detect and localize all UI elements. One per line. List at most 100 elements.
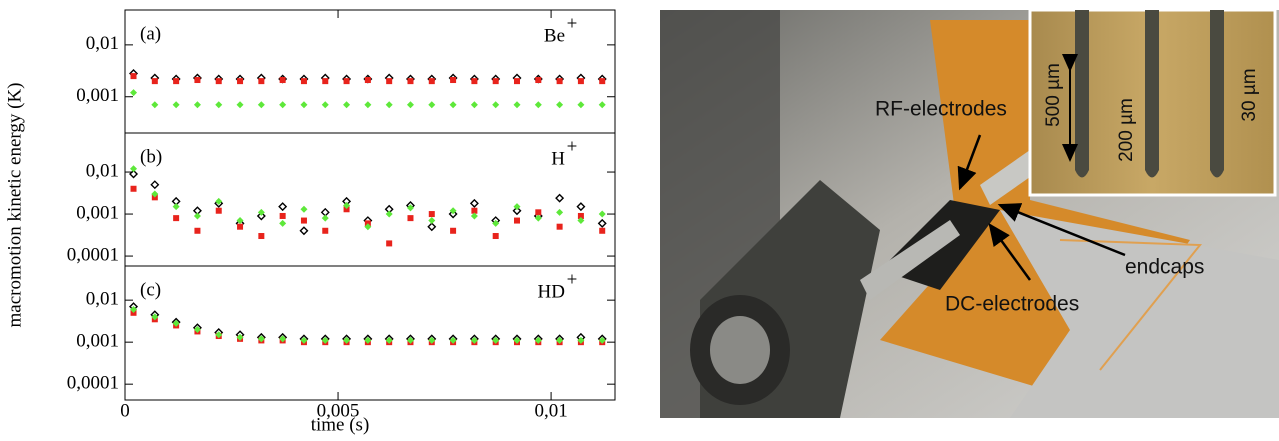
point [237, 78, 244, 85]
point [492, 233, 499, 240]
point [406, 204, 414, 212]
point [321, 214, 329, 222]
point [450, 227, 457, 234]
point [172, 203, 180, 211]
point [599, 78, 606, 85]
point [172, 101, 180, 109]
point [406, 336, 414, 344]
point [129, 169, 139, 179]
point [322, 78, 329, 85]
point [597, 218, 607, 228]
panel-label: (a) [140, 23, 161, 44]
point [492, 336, 500, 344]
point [215, 331, 223, 339]
panel-frame [124, 132, 616, 267]
point [173, 78, 180, 85]
point [577, 217, 585, 225]
point [237, 223, 244, 230]
point [321, 336, 329, 344]
point [385, 101, 393, 109]
species-charge: + [567, 13, 578, 34]
point [364, 223, 372, 231]
point [556, 78, 563, 85]
point [300, 205, 308, 213]
point [279, 335, 287, 343]
y-tick-label: 0,01 [86, 289, 119, 310]
point [450, 77, 457, 84]
point [343, 201, 351, 209]
species-charge: + [567, 269, 578, 290]
point [385, 336, 393, 344]
point [321, 101, 329, 109]
point [577, 78, 584, 85]
point [492, 78, 499, 85]
point [130, 73, 137, 80]
point [257, 208, 265, 216]
point [322, 227, 329, 234]
point [598, 101, 606, 109]
point [556, 223, 563, 230]
point [215, 197, 223, 205]
point [343, 206, 350, 213]
point [514, 78, 520, 85]
y-tick-label: 0,001 [76, 85, 119, 106]
point [173, 215, 180, 222]
point [514, 217, 520, 224]
point [385, 210, 393, 218]
panel-label: (c) [140, 279, 161, 300]
point [449, 207, 457, 215]
point [130, 89, 138, 97]
point [428, 211, 435, 218]
point [236, 217, 244, 225]
point [279, 212, 286, 219]
point [556, 101, 564, 109]
point [535, 77, 542, 84]
point [364, 101, 372, 109]
point [534, 101, 542, 109]
point [343, 336, 351, 344]
point [215, 101, 223, 109]
point [448, 209, 458, 219]
x-tick-label: 0,01 [534, 400, 567, 421]
point [599, 227, 606, 234]
y-tick-label: 0,01 [86, 33, 119, 54]
point [556, 336, 564, 344]
point [343, 101, 351, 109]
point [576, 202, 586, 212]
point [577, 336, 585, 344]
point [215, 207, 222, 214]
point [193, 101, 201, 109]
point [278, 202, 288, 212]
point [492, 101, 500, 109]
y-tick-label: 0,01 [86, 160, 119, 181]
point [130, 305, 138, 313]
point [428, 336, 436, 344]
panel-frame [124, 265, 616, 401]
point [236, 333, 244, 341]
point [386, 78, 393, 85]
point [513, 203, 521, 211]
point [343, 78, 350, 85]
point [556, 208, 564, 216]
point [300, 336, 308, 344]
point [364, 336, 372, 344]
point [471, 207, 478, 214]
inset-label: 200 µm [1116, 98, 1137, 162]
point [130, 165, 138, 173]
point [194, 227, 201, 234]
point [151, 313, 159, 321]
point [555, 193, 565, 203]
point [257, 335, 265, 343]
point [470, 101, 478, 109]
panel-frame [124, 9, 616, 134]
point [470, 212, 478, 220]
point [492, 219, 500, 227]
species-charge: + [567, 136, 578, 157]
point [577, 101, 585, 109]
point [193, 326, 201, 334]
point [194, 77, 201, 84]
photo-label: DC-electrodes [945, 293, 1079, 316]
x-tick-label: 0,005 [317, 400, 360, 421]
point [534, 214, 542, 222]
